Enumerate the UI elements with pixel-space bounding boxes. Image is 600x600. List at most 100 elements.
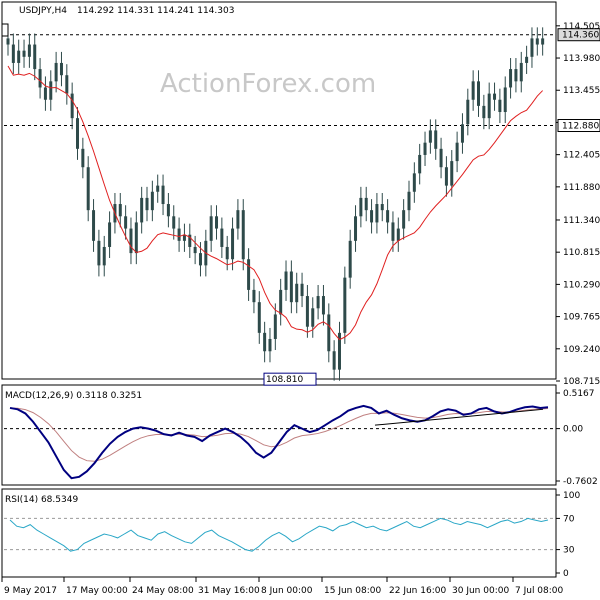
candle-body: [273, 314, 277, 339]
candle-body: [252, 289, 256, 303]
candle-body: [316, 296, 320, 309]
x-tick-label: 15 Jun 08:00: [324, 586, 381, 596]
candle-body: [295, 283, 299, 303]
x-tick-label: 17 May 00:00: [66, 586, 128, 596]
candle-body: [525, 56, 529, 63]
x-tick-label: 9 May 2017: [4, 586, 57, 596]
candle-body: [509, 69, 513, 88]
candle-body: [188, 234, 192, 247]
candle-body: [193, 246, 197, 254]
candle-body: [359, 197, 363, 217]
candle-body: [65, 75, 69, 94]
macd-lines: [4, 404, 554, 480]
candle-body: [343, 277, 347, 333]
rsi-y-tick-label: 70: [563, 514, 575, 524]
candle-body: [172, 216, 176, 229]
history-marker-icon: [1, 23, 9, 37]
candle-body: [33, 44, 37, 70]
watermark: ActionForex.com: [160, 69, 376, 99]
current-price-label: 114.360: [562, 31, 599, 41]
candle-body: [257, 302, 261, 333]
price-y-tick-label: 114.505: [563, 22, 600, 32]
macd-title: MACD(12,26,9) 0.3118 0.3251: [5, 391, 142, 401]
candle-body: [118, 204, 122, 217]
candle-body: [59, 62, 63, 76]
candle-body: [215, 216, 219, 229]
price-annotations: 114.360 112.880 108.810: [263, 28, 600, 386]
candle-body: [38, 69, 42, 88]
candle-body: [177, 228, 181, 241]
candle-body: [327, 314, 331, 352]
low-price-label-box: [263, 372, 317, 386]
price-y-tick-label: 111.340: [563, 216, 600, 226]
candle-body: [134, 222, 138, 254]
candle-body: [263, 332, 267, 352]
level-label: 112.880: [562, 122, 599, 132]
rsi-title: RSI(14) 68.5349: [5, 495, 78, 505]
candle-body: [150, 191, 154, 211]
candle-body: [530, 38, 534, 57]
x-tick-label: 24 May 08:00: [132, 586, 194, 596]
candle-body: [535, 38, 539, 45]
macd-signal-line: [9, 407, 549, 462]
candle-body: [97, 240, 101, 266]
price-y-tick-label: 113.455: [563, 86, 600, 96]
candle-body: [519, 62, 523, 82]
candle-body: [198, 253, 202, 266]
macd-trendline: [374, 408, 544, 426]
price-y-tick-label: 108.715: [563, 377, 600, 387]
price-y-tick-label: 110.815: [563, 248, 600, 258]
candle-body: [145, 197, 149, 211]
price-y-tick-label: 109.240: [563, 345, 600, 355]
sma-line: [7, 65, 544, 341]
price-y-tick-label: 110.290: [563, 280, 600, 290]
candle-body: [439, 148, 443, 168]
low-price-label: 108.810: [266, 375, 303, 385]
candle-body: [364, 197, 368, 211]
candle-body: [476, 81, 480, 106]
macd-y-axis: 0.5167 0.00 -0.7602: [556, 389, 598, 487]
candle-body: [391, 222, 395, 241]
rsi-panel-frame: [1, 488, 557, 578]
candle-body: [81, 148, 85, 168]
candle-body: [247, 259, 251, 290]
x-tick-label: 30 Jun 00:00: [452, 586, 509, 596]
ohlc-header: 114.292 114.331 114.241 114.303: [77, 6, 234, 16]
candle-body: [386, 210, 390, 223]
candle-body: [337, 332, 341, 370]
candle-body: [86, 167, 90, 211]
candle-body: [428, 130, 432, 143]
candle-body: [11, 44, 15, 63]
price-y-tick-label: 112.405: [563, 151, 600, 161]
candle-body: [375, 204, 379, 223]
x-tick-label: 7 Jul 08:00: [515, 586, 564, 596]
candle-body: [156, 185, 160, 192]
rsi-lines: [4, 517, 554, 552]
rsi-line: [9, 517, 549, 552]
rsi-y-axis: 100 70 30 0: [556, 491, 580, 579]
candle-body: [22, 50, 26, 57]
candle-body: [161, 185, 165, 205]
macd-y-tick-label: 0.5167: [563, 389, 595, 399]
candle-body: [402, 210, 406, 229]
candle-body: [182, 234, 186, 241]
macd-y-tick-label: -0.7602: [563, 477, 598, 487]
candle-body: [407, 191, 411, 211]
candle-body: [412, 173, 416, 192]
candle-body: [220, 228, 224, 247]
candle-body: [236, 210, 240, 229]
candle-body: [482, 105, 486, 119]
candle-body: [450, 161, 454, 186]
candle-body: [268, 338, 272, 352]
candle-body: [444, 167, 448, 186]
x-tick-label: 8 Jun 00:00: [261, 586, 313, 596]
candle-body: [321, 296, 325, 315]
x-axis: 9 May 2017 17 May 00:00 24 May 08:00 31 May…: [1, 577, 564, 596]
candle-body: [43, 87, 47, 100]
rsi-y-tick-label: 0: [563, 569, 569, 579]
rsi-y-tick-label: 100: [563, 491, 580, 501]
candle-body: [455, 142, 459, 162]
candle-body: [332, 351, 336, 370]
candle-body: [289, 271, 293, 303]
candle-body: [241, 210, 245, 260]
